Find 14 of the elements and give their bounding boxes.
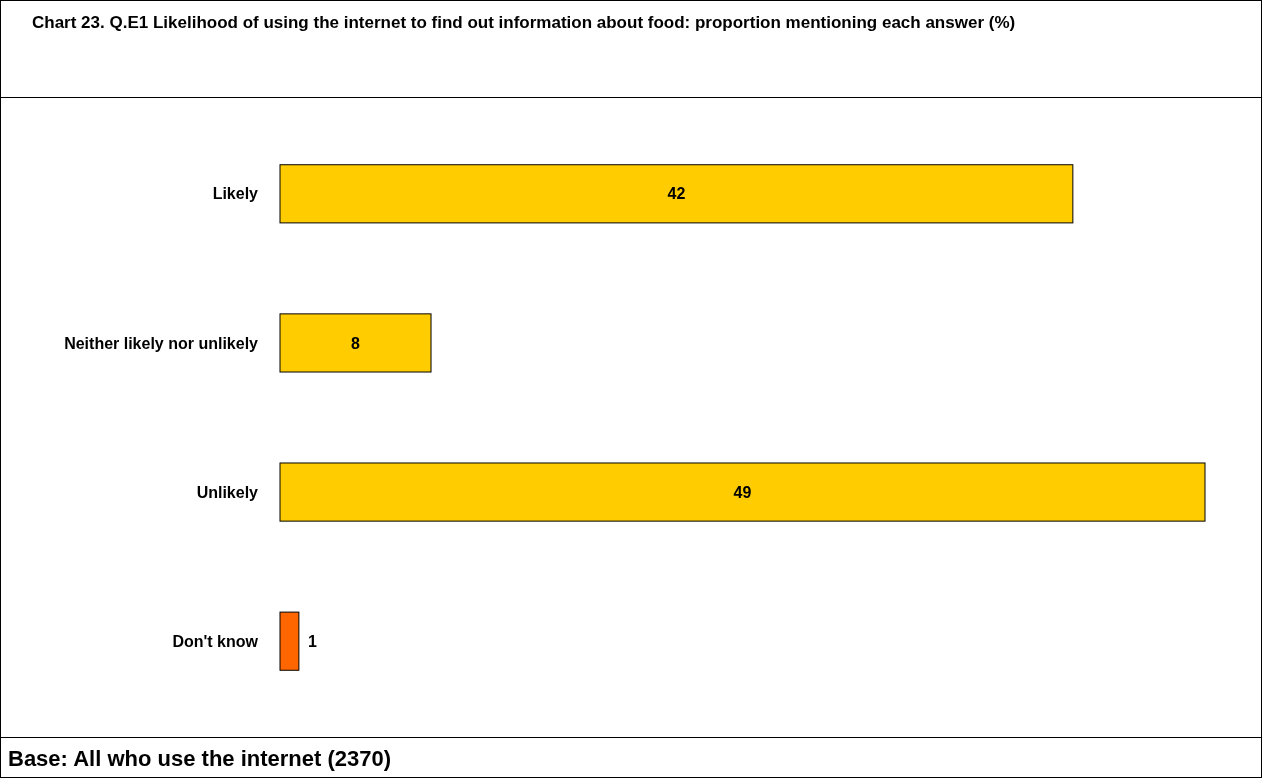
bar	[279, 164, 1074, 224]
data-label: 49	[733, 483, 752, 501]
bar	[279, 462, 1206, 522]
text: Base: All who use the internet (2370)	[8, 746, 392, 771]
bar	[279, 611, 300, 671]
data-label: 42	[667, 185, 686, 203]
chart-title: Chart 23. Q.E1 Likelihood of using the internet to find out information about food: proportion mentioning each answer (%)	[32, 13, 1016, 32]
data-label: 8	[351, 334, 361, 352]
data-label: 1	[307, 632, 317, 650]
y-tick-label: Unlikely	[196, 483, 259, 501]
y-tick-label: Likely	[212, 185, 259, 203]
bar	[279, 313, 432, 373]
y-tick-label: Don't know	[172, 632, 259, 650]
y-tick-label: Neither likely nor unlikely	[64, 334, 259, 352]
